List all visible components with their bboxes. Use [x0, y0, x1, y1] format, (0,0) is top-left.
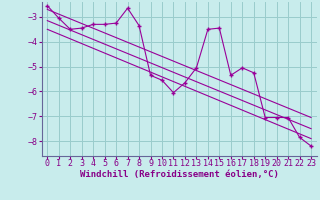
X-axis label: Windchill (Refroidissement éolien,°C): Windchill (Refroidissement éolien,°C)	[80, 170, 279, 179]
